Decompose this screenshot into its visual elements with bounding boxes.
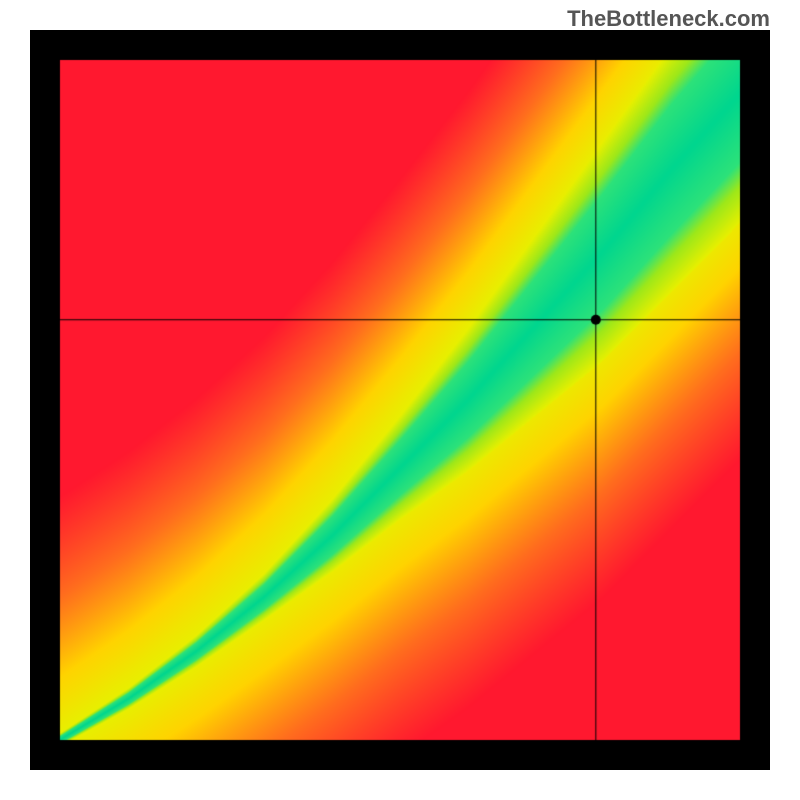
watermark-label: TheBottleneck.com bbox=[567, 6, 770, 32]
bottleneck-chart bbox=[30, 30, 770, 770]
heatmap-canvas bbox=[30, 30, 770, 770]
